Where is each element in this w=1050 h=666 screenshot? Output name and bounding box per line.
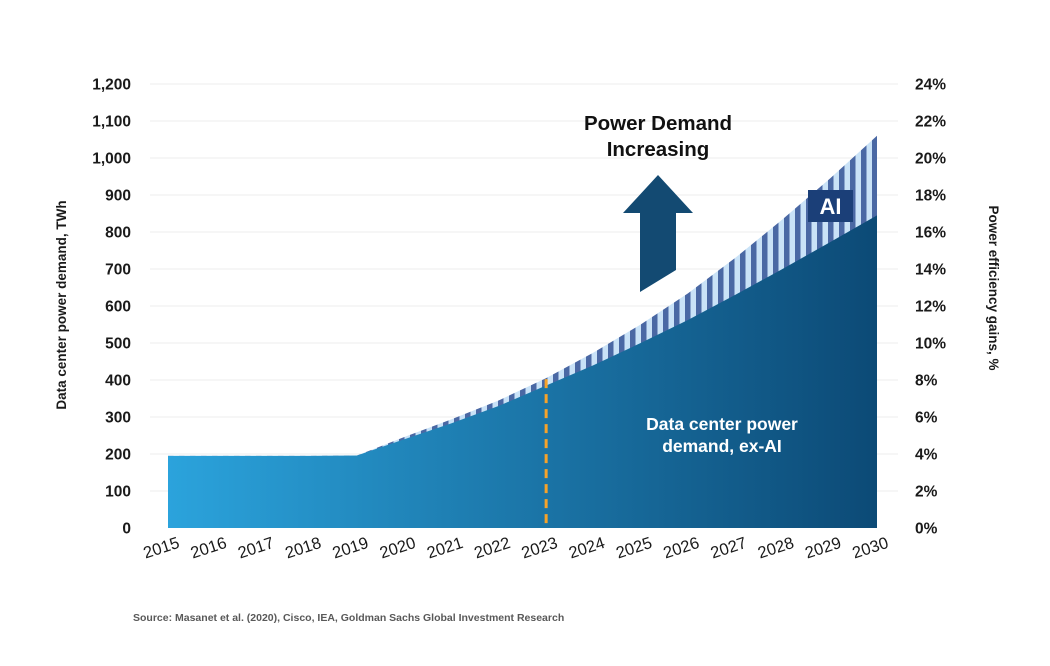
y-axis-left-tick-label: 300 bbox=[105, 410, 131, 427]
x-axis-year-label: 2015 bbox=[141, 534, 181, 562]
y-axis-left-title: Data center power demand, TWh bbox=[54, 200, 69, 409]
y-axis-right-tick-label: 22% bbox=[915, 114, 946, 131]
y-axis-left-tick-label: 1,000 bbox=[92, 151, 131, 168]
ex-ai-area bbox=[168, 215, 877, 528]
y-axis-right-tick-label: 8% bbox=[915, 373, 938, 390]
x-axis-year-label: 2026 bbox=[661, 534, 701, 562]
y-axis-left-tick-label: 200 bbox=[105, 447, 131, 464]
x-axis-year-label: 2016 bbox=[188, 534, 228, 562]
y-axis-left-tick-label: 800 bbox=[105, 225, 131, 242]
y-axis-right-ticks: 0% 2% 4% 6% 8% 10% 12% 14% 16% 18% 20% 22% 24% bbox=[915, 77, 946, 538]
x-axis-year-labels: 2015 2016 2017 2018 2019 2020 2021 2022 2023 2024… bbox=[141, 534, 890, 562]
y-axis-left-tick-label: 900 bbox=[105, 188, 131, 205]
x-axis-year-label: 2024 bbox=[567, 534, 607, 562]
y-axis-right-tick-label: 20% bbox=[915, 151, 946, 168]
y-axis-right-tick-label: 24% bbox=[915, 77, 946, 94]
annotation-line2: Increasing bbox=[607, 138, 710, 161]
y-axis-right-tick-label: 6% bbox=[915, 410, 938, 427]
y-axis-right-tick-label: 10% bbox=[915, 336, 946, 353]
y-axis-right-tick-label: 12% bbox=[915, 299, 946, 316]
x-axis-year-label: 2019 bbox=[330, 534, 370, 562]
y-axis-left-tick-label: 0 bbox=[122, 521, 131, 538]
x-axis-year-label: 2025 bbox=[614, 534, 654, 562]
x-axis-year-label: 2027 bbox=[708, 534, 748, 562]
x-axis-year-label: 2020 bbox=[378, 534, 418, 562]
ai-label: AI bbox=[820, 194, 842, 219]
y-axis-left-tick-label: 1,200 bbox=[92, 77, 131, 94]
x-axis-year-label: 2021 bbox=[425, 534, 465, 562]
x-axis-year-label: 2017 bbox=[236, 534, 276, 562]
y-axis-right-tick-label: 0% bbox=[915, 521, 938, 538]
x-axis-year-label: 2023 bbox=[519, 534, 559, 562]
x-axis-year-label: 2030 bbox=[850, 534, 890, 562]
x-axis-year-label: 2018 bbox=[283, 534, 323, 562]
area-label-line2: demand, ex-AI bbox=[662, 436, 782, 456]
y-axis-right-tick-label: 16% bbox=[915, 225, 946, 242]
y-axis-left-tick-label: 600 bbox=[105, 299, 131, 316]
y-axis-right-tick-label: 18% bbox=[915, 188, 946, 205]
y-axis-right-tick-label: 2% bbox=[915, 484, 938, 501]
up-arrow-icon bbox=[623, 175, 693, 292]
y-axis-left-ticks: 0 100 200 300 400 500 600 700 800 900 1,000 1,100 1,… bbox=[92, 77, 131, 538]
y-axis-right-title: Power efficiency gains, % bbox=[986, 205, 1001, 370]
x-axis-year-label: 2022 bbox=[472, 534, 512, 562]
y-axis-left-tick-label: 100 bbox=[105, 484, 131, 501]
source-citation: Source: Masanet et al. (2020), Cisco, IE… bbox=[133, 612, 564, 624]
x-axis-year-label: 2029 bbox=[803, 534, 843, 562]
y-axis-left-tick-label: 400 bbox=[105, 373, 131, 390]
area-label-line1: Data center power bbox=[646, 414, 798, 434]
y-axis-right-tick-label: 4% bbox=[915, 447, 938, 464]
y-axis-left-tick-label: 500 bbox=[105, 336, 131, 353]
gridlines bbox=[150, 83, 898, 492]
y-axis-left-tick-label: 700 bbox=[105, 262, 131, 279]
ai-label-box bbox=[808, 190, 853, 222]
x-axis-year-label: 2028 bbox=[756, 534, 796, 562]
y-axis-left-tick-label: 1,100 bbox=[92, 114, 131, 131]
y-axis-right-tick-label: 14% bbox=[915, 262, 946, 279]
annotation-line1: Power Demand bbox=[584, 112, 732, 135]
